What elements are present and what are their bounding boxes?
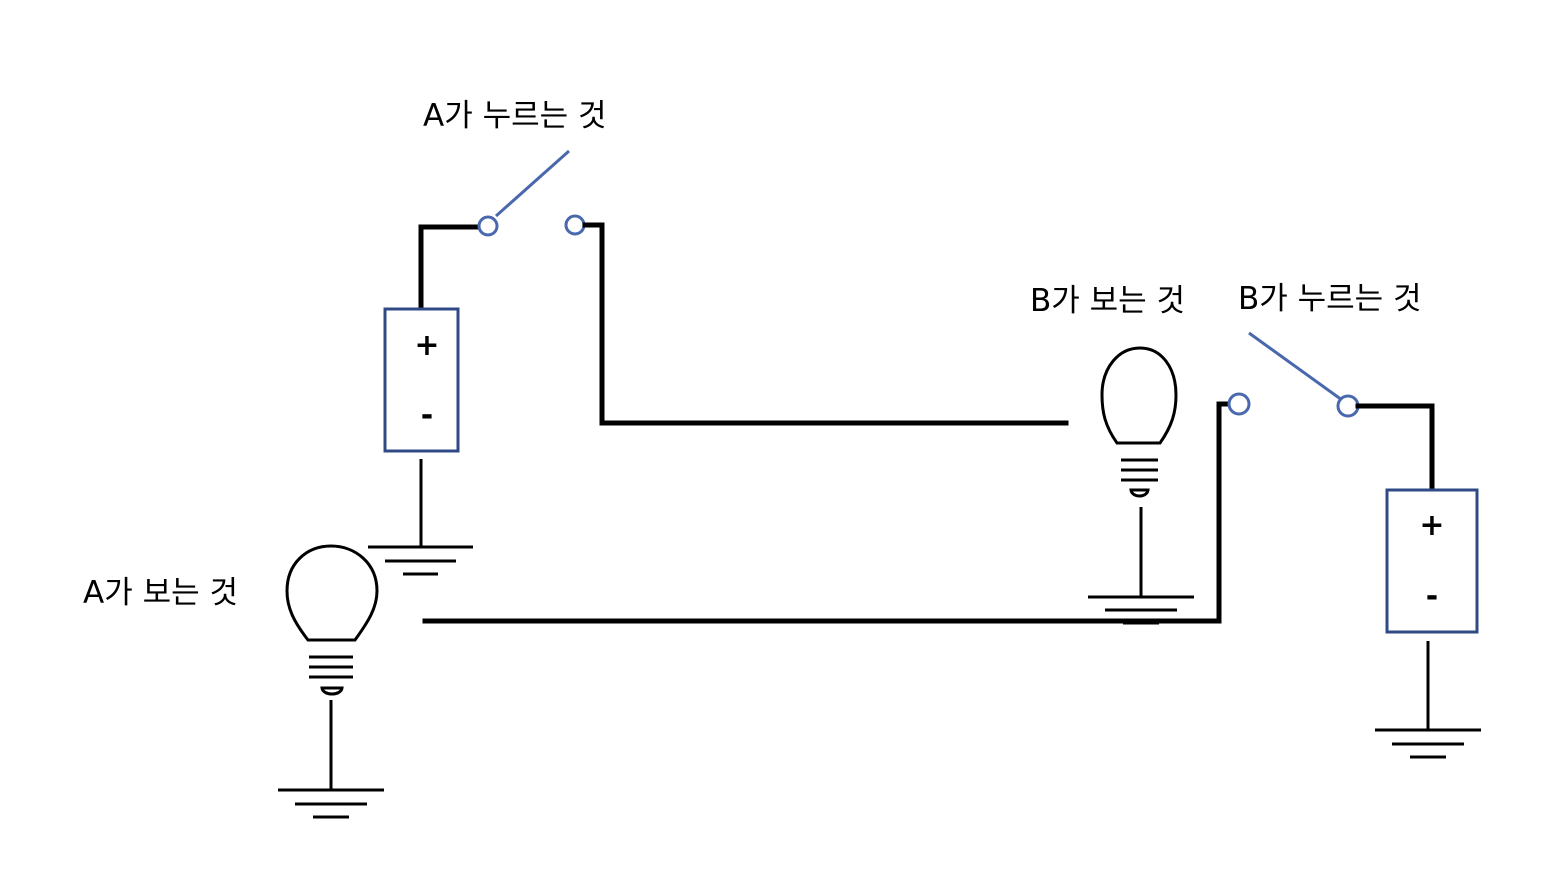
battery-b-plus: +: [1419, 508, 1445, 543]
label-a-press: A가 누르는 것: [423, 98, 607, 134]
switch-b-lever[interactable]: [1248, 331, 1343, 402]
ground-icon-bulb-a: [278, 788, 384, 819]
wire-switch-b-to-bulb-a: [422, 401, 1232, 624]
label-b-press: B가 누르는 것: [1238, 281, 1422, 317]
battery-b: [1385, 488, 1479, 634]
switch-a-terminal-right[interactable]: [564, 214, 586, 236]
bulb-icon-b: [1100, 346, 1178, 445]
switch-a-terminal-left[interactable]: [477, 215, 499, 237]
bulb-a: [278, 544, 384, 819]
battery-a-plus: +: [414, 328, 440, 363]
ground-icon-battery-a: [368, 545, 473, 576]
switch-b-terminal-right[interactable]: [1336, 394, 1360, 418]
label-a-see: A가 보는 것: [83, 575, 238, 611]
battery-a: [383, 307, 460, 453]
switch-a-lever[interactable]: [495, 149, 570, 218]
ground-icon-battery-b: [1375, 728, 1481, 759]
wire-switch-b-to-battery-b: [1355, 403, 1435, 490]
battery-a-minus: -: [420, 398, 434, 433]
circuit-a: [368, 149, 1069, 576]
wire-switch-a-to-bulb-b: [582, 222, 1069, 426]
battery-b-minus: -: [1425, 579, 1439, 614]
wire-battery-a-to-switch-a: [418, 224, 481, 308]
label-b-see: B가 보는 것: [1030, 283, 1186, 319]
switch-b-terminal-left[interactable]: [1227, 392, 1251, 416]
bulb-icon-a: [285, 544, 379, 642]
circuit-b: [422, 331, 1481, 759]
bulb-b: [1088, 346, 1194, 625]
